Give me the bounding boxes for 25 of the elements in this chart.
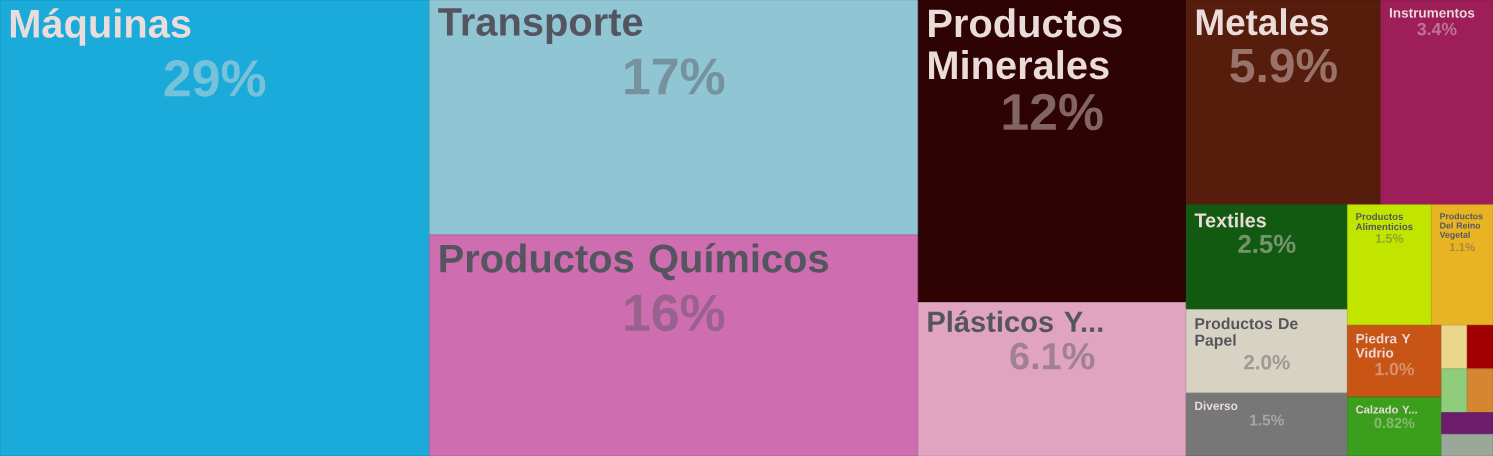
data-label: 1.5% [1375,233,1404,243]
category-label: Calzado Y... [1356,405,1417,414]
category-label: Diverso [1195,401,1238,411]
data-label: 2.5% [1238,234,1296,254]
data-label: 1.0% [1375,362,1415,376]
category-label: Productos Químicos [440,243,828,281]
category-label: Máquinas [10,8,191,46]
category-label: Productos Minerales [929,8,1122,80]
data-label: 2.0% [1244,354,1290,370]
data-label: 1.1% [1449,243,1475,252]
category-label: Transporte [438,8,643,44]
data-label: 0.82% [1374,417,1415,429]
category-label: Instrumentos [1389,8,1475,18]
category-label: Textiles [1194,212,1266,228]
category-label: Piedra Y Vidrio [1355,333,1411,358]
data-label: 6.1% [1010,342,1095,370]
category-label: Productos De Papel [1195,317,1298,349]
data-label: 3.4% [1417,22,1457,36]
data-label: 29% [164,60,266,97]
data-label: 5.9% [1230,48,1337,83]
category-label: Metales [1196,8,1329,36]
category-label: Productos Del Reino Vegetal [1439,212,1483,240]
category-label: Productos Alimenticios [1355,212,1413,231]
category-label: Plásticos Y... [928,310,1103,333]
data-label: 12% [1003,93,1103,131]
